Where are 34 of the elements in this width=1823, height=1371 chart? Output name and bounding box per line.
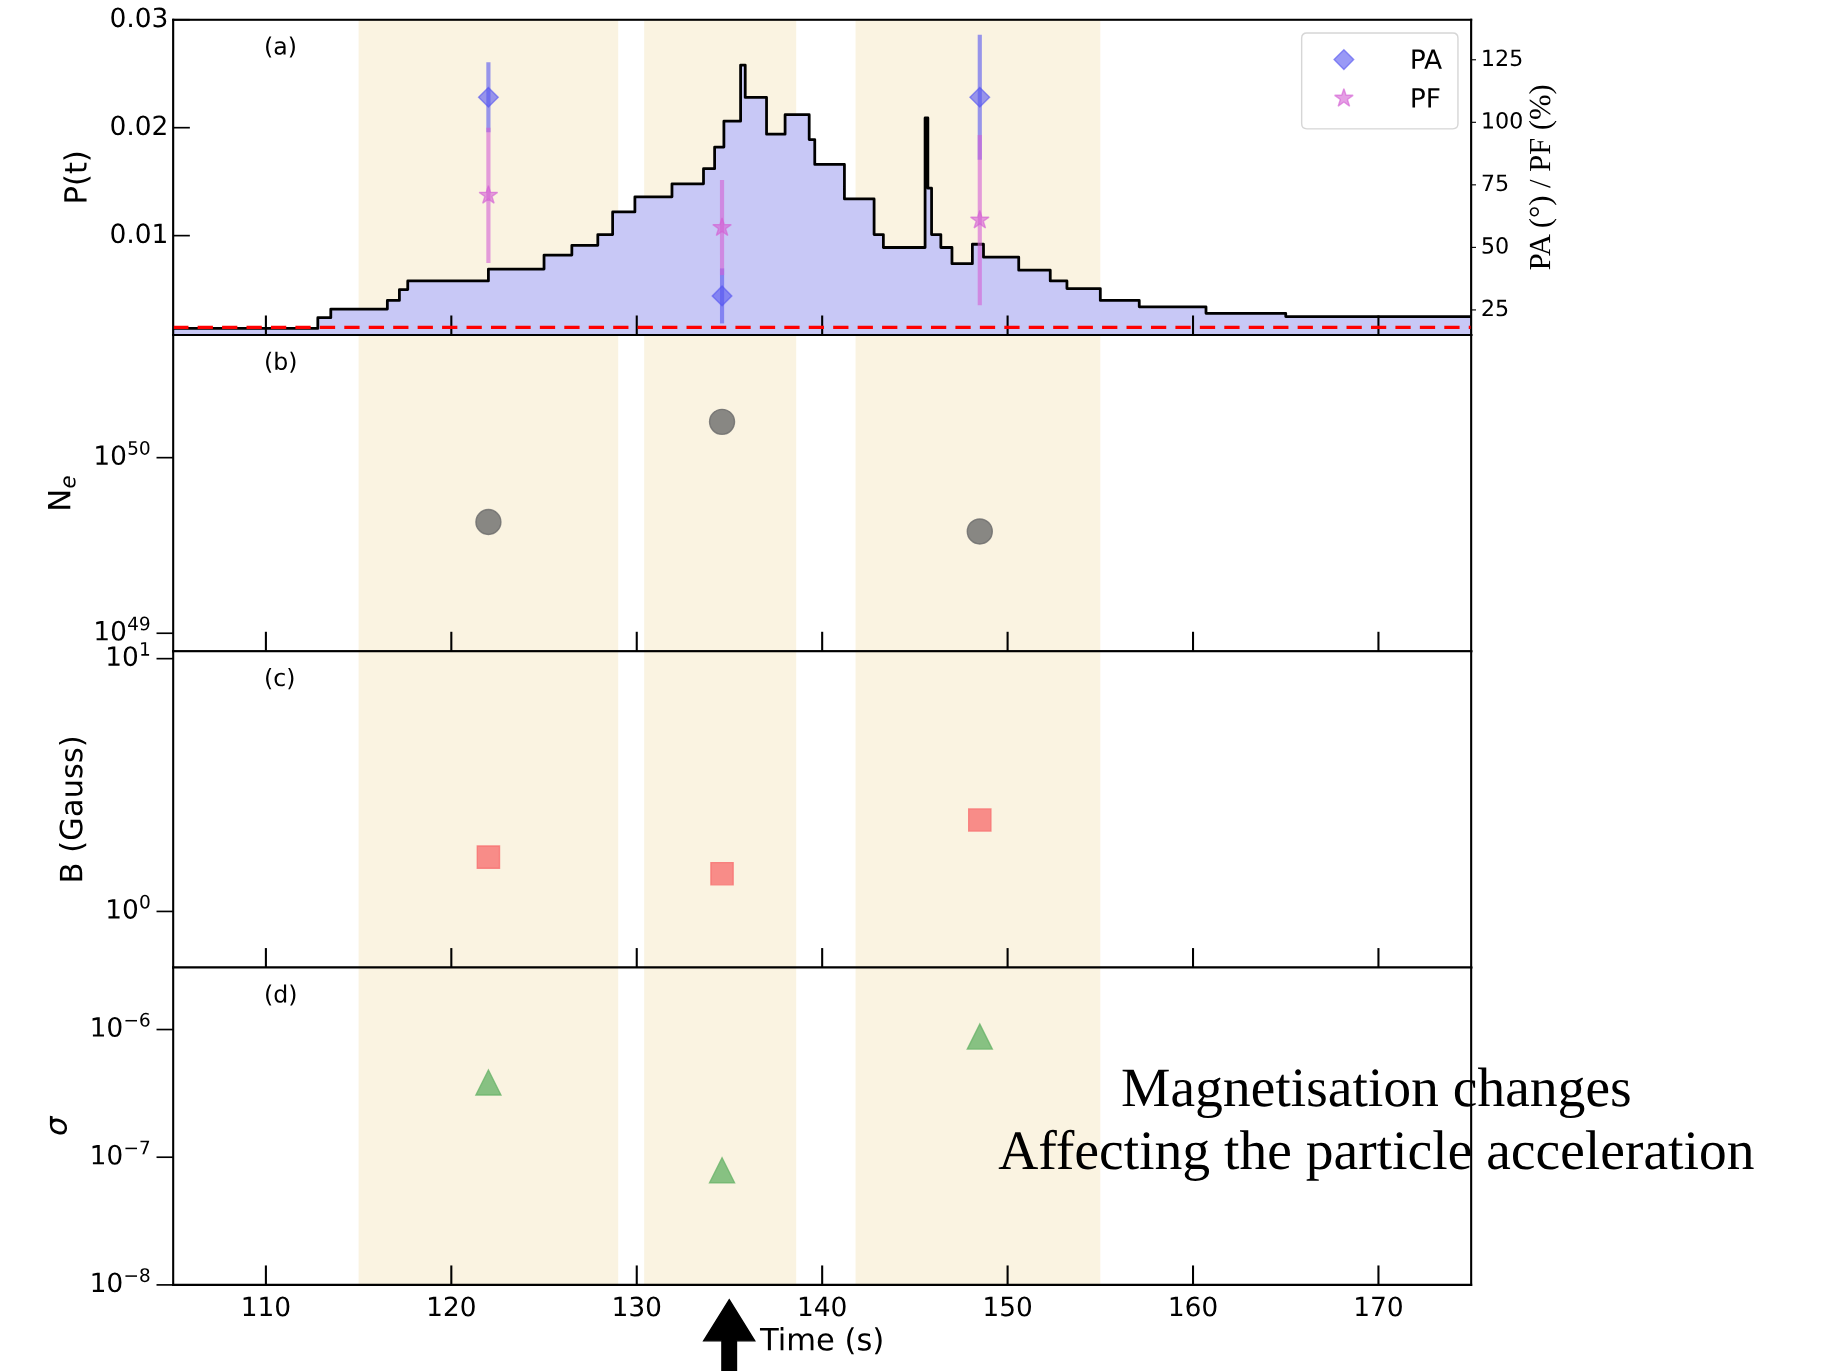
annotation: (a) (266, 36, 295, 58)
y-axis-title: σ (49, 1115, 68, 1135)
x-tick-label: 150 (985, 1296, 1032, 1317)
y2-tick-label: 125 (1483, 49, 1522, 67)
y-tick-label: 0.03 (111, 7, 167, 28)
annotation: (b) (266, 351, 296, 373)
legend-label: PF (1412, 88, 1440, 108)
y2-tick-label: 50 (1482, 237, 1508, 254)
y-axis-title: B (Gauss) (59, 737, 87, 881)
legend-label: PA (1412, 49, 1442, 69)
x-tick-label: 130 (614, 1296, 661, 1317)
y-tick-label: 10$^{1}$ (108, 642, 150, 667)
x-axis-title: Time (s) (759, 1327, 882, 1355)
y-tick-label: 10$^{0}$ (108, 894, 150, 919)
y-axis-title: N$_{e}$ (48, 476, 76, 509)
y2-tick-label: 75 (1482, 174, 1508, 192)
x-tick-label: 140 (799, 1296, 846, 1317)
y-tick-label: 10$^{−8}$ (92, 1268, 150, 1293)
y-tick-label: 10$^{49}$ (96, 616, 150, 641)
y-tick-label: 0.02 (111, 115, 166, 136)
y-tick-label: 0.01 (111, 223, 166, 244)
x-tick-label: 110 (243, 1296, 290, 1317)
annotation: (d) (266, 984, 296, 1006)
y2-tick-label: 25 (1482, 299, 1508, 317)
y-tick-label: 10$^{50}$ (96, 440, 150, 466)
y-axis-title: P(t) (63, 152, 91, 202)
x-tick-label: 170 (1356, 1296, 1402, 1317)
y2-tick-label: 100 (1483, 111, 1522, 129)
y2-axis-title: PA (°) / PF (%) (1528, 85, 1557, 270)
x-tick-label: 160 (1170, 1296, 1217, 1317)
annotation: (c) (266, 668, 294, 690)
y-tick-label: 10$^{−6}$ (92, 1012, 150, 1037)
x-tick-label: 120 (429, 1296, 475, 1317)
y-tick-label: 10$^{−7}$ (92, 1140, 150, 1165)
